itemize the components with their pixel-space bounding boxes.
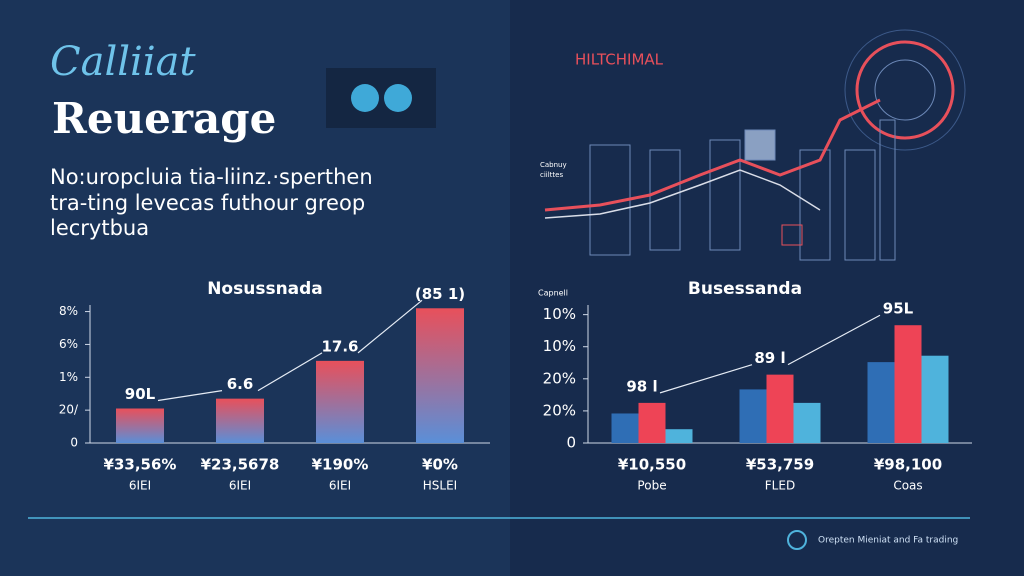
bar (867, 362, 895, 443)
x-tick-note: Pobe (637, 479, 666, 493)
y-tick-label: 20% (543, 369, 576, 387)
subtitle: tra-ting levecas futhour greop (50, 191, 365, 215)
annotation: (85 1) (415, 285, 465, 303)
bar (611, 413, 639, 443)
bar (739, 389, 767, 443)
x-tick-note: 6IEI (229, 479, 251, 493)
annotation: 17.6 (321, 337, 358, 355)
right-panel (510, 0, 1024, 576)
chart-title: Nosussnada (207, 279, 323, 299)
x-tick-label: ¥53,759 (746, 456, 814, 474)
bar (116, 408, 164, 443)
annotation: 95L (883, 300, 914, 318)
bar (316, 360, 364, 443)
connector (659, 364, 753, 394)
x-tick-label: ¥10,550 (618, 456, 686, 474)
bar (766, 374, 794, 443)
x-tick-note: 6IEI (129, 479, 151, 493)
annotation: 90L (125, 385, 156, 403)
title: Reuerage (52, 94, 276, 143)
y-tick-label: 20% (543, 401, 576, 419)
connector (157, 390, 223, 402)
diagram-note: ciilttes (540, 171, 563, 179)
bar (894, 325, 922, 443)
diagram-note: Cabnuy (540, 161, 567, 169)
subtitle: lecrytbua (50, 216, 149, 240)
annotation: 6.6 (227, 375, 254, 393)
x-tick-note: 6IEI (329, 479, 351, 493)
subtitle: No:uropcluia tia-liinz.·sperthen (50, 165, 373, 189)
connector (787, 314, 881, 366)
y-tick-label: 0 (566, 434, 576, 452)
x-tick-label: ¥33,56% (104, 456, 177, 474)
x-tick-note: FLED (765, 479, 795, 493)
annotation: 98 l (626, 377, 657, 395)
y-tick-label: 20/ (59, 403, 79, 417)
x-tick-label: ¥23,5678 (201, 456, 280, 474)
bar (216, 398, 264, 443)
x-tick-label: ¥98,100 (874, 456, 942, 474)
y-tick-label: 6% (59, 337, 78, 351)
x-tick-note: HSLEI (423, 479, 457, 493)
bar (416, 308, 464, 443)
title-italic: Calliiat (50, 39, 196, 85)
bar (665, 429, 693, 443)
annotation: 89 l (754, 349, 785, 367)
axis-note: Capnell (538, 289, 568, 298)
y-tick-label: 10% (543, 305, 576, 323)
icon (384, 84, 412, 112)
bar (638, 402, 666, 443)
y-tick-label: 10% (543, 337, 576, 355)
connector (357, 299, 423, 354)
bar (921, 355, 949, 443)
footer-icon (787, 530, 807, 550)
y-tick-label: 1% (59, 370, 78, 384)
icon-box (326, 68, 436, 128)
y-tick-label: 8% (59, 304, 78, 318)
icon (351, 84, 379, 112)
connector (257, 352, 323, 392)
footer: Orepten Mieniat and Fa trading (818, 536, 958, 546)
chart-title: Busessanda (688, 279, 802, 299)
x-tick-note: Coas (893, 479, 922, 493)
x-tick-label: ¥190% (312, 456, 369, 474)
diagram (544, 29, 966, 261)
diagram-label: HILTCHIMAL (575, 51, 664, 69)
x-tick-label: ¥0% (422, 456, 458, 474)
y-tick-label: 0 (70, 436, 78, 450)
bar (793, 402, 821, 443)
